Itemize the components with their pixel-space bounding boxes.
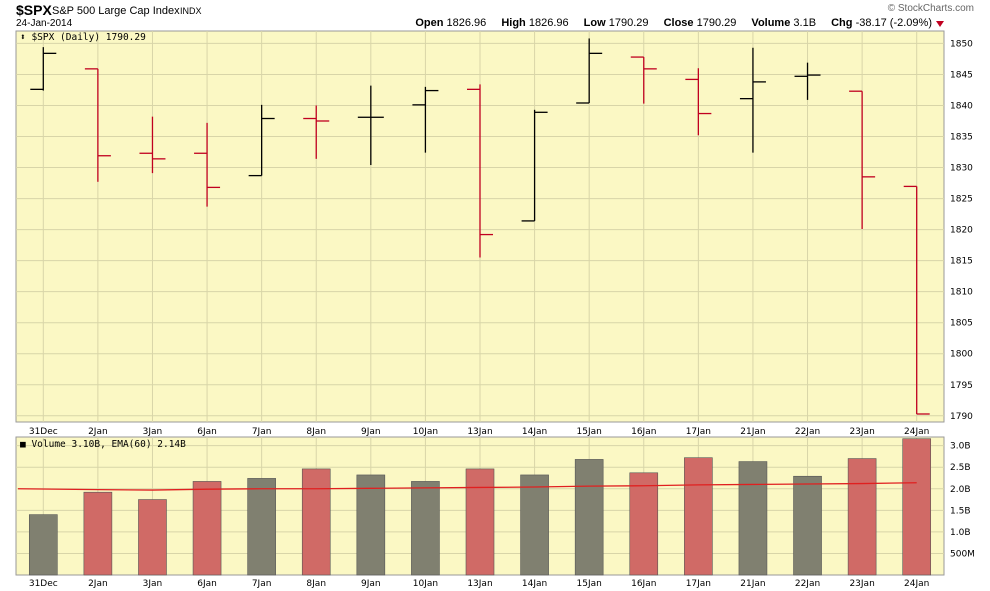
volume-value: 3.1B	[793, 17, 817, 29]
volume-tick-label: 2.5B	[950, 463, 971, 473]
quote-summary: Open 1826.96 High 1826.96 Low 1790.29 Cl…	[415, 17, 944, 29]
price-tick-label: 1805	[950, 319, 973, 329]
volume-bar	[793, 475, 822, 576]
volume-x-label: 8Jan	[306, 579, 326, 589]
volume-tick-label: 2.0B	[950, 485, 971, 495]
volume-bar	[738, 461, 768, 576]
price-x-label: 23Jan	[849, 427, 874, 437]
volume-tick-label: 1.5B	[950, 506, 971, 516]
close-label: Close	[663, 17, 694, 29]
price-tick-label: 1800	[950, 350, 973, 360]
low-label: Low	[583, 17, 606, 29]
price-x-label: 21Jan	[740, 427, 765, 437]
open-label: Open	[415, 17, 444, 29]
down-arrow-icon	[936, 21, 944, 27]
price-x-label: 13Jan	[467, 427, 492, 437]
volume-bar	[629, 472, 659, 576]
price-tick-label: 1830	[950, 164, 973, 174]
volume-bar	[574, 459, 604, 576]
volume-bar	[411, 481, 440, 576]
price-tick-label: 1795	[950, 381, 973, 391]
chart-date: 24-Jan-2014	[16, 18, 73, 29]
volume-bar	[247, 478, 276, 576]
price-tick-label: 1840	[950, 101, 973, 111]
volume-bar	[356, 474, 386, 576]
close-value: 1790.29	[696, 17, 737, 29]
price-tick-label: 1790	[950, 412, 973, 422]
price-x-label: 22Jan	[795, 427, 820, 437]
price-x-label: 2Jan	[88, 427, 108, 437]
open-value: 1826.96	[446, 17, 487, 29]
volume-x-label: 2Jan	[88, 579, 108, 589]
price-tick-label: 1810	[950, 288, 973, 298]
volume-x-label: 21Jan	[740, 579, 765, 589]
volume-bar	[83, 491, 113, 576]
price-x-label: 8Jan	[306, 427, 326, 437]
volume-bar	[520, 474, 549, 576]
price-x-label: 10Jan	[413, 427, 438, 437]
volume-tick-label: 500M	[950, 549, 975, 559]
volume-x-label: 10Jan	[413, 579, 438, 589]
price-tick-label: 1815	[950, 257, 973, 267]
exchange-label: INDX	[180, 6, 202, 16]
ema-line	[17, 482, 917, 491]
price-panel-title: ⬍ $SPX (Daily) 1790.29	[20, 32, 146, 43]
volume-x-label: 31Dec	[29, 579, 58, 589]
volume-x-label: 6Jan	[197, 579, 217, 589]
chart-header: $SPX S&P 500 Large Cap Index INDX 24-Jan…	[0, 0, 990, 30]
price-x-label: 31Dec	[29, 427, 58, 437]
price-x-label: 3Jan	[143, 427, 163, 437]
volume-panel-title: ■ Volume 3.10B, EMA(60) 2.14B	[20, 439, 186, 450]
volume-x-label: 16Jan	[631, 579, 656, 589]
volume-x-label: 22Jan	[795, 579, 820, 589]
volume-bar	[847, 458, 877, 576]
volume-bar	[138, 499, 167, 576]
price-tick-label: 1825	[950, 195, 973, 205]
price-tick-label: 1845	[950, 70, 973, 80]
price-x-label: 14Jan	[522, 427, 547, 437]
volume-tick-label: 1.0B	[950, 528, 971, 538]
price-x-label: 9Jan	[361, 427, 381, 437]
price-x-label: 7Jan	[252, 427, 272, 437]
volume-x-label: 9Jan	[361, 579, 381, 589]
volume-tick-label: 3.0B	[950, 442, 971, 452]
change-label: Chg	[831, 17, 853, 29]
price-x-label: 17Jan	[686, 427, 711, 437]
change-value: -38.17 (-2.09%)	[855, 17, 932, 29]
price-x-label: 16Jan	[631, 427, 656, 437]
volume-x-label: 7Jan	[252, 579, 272, 589]
price-tick-label: 1835	[950, 133, 973, 143]
security-name: S&P 500 Large Cap Index	[52, 5, 180, 17]
volume-x-label: 23Jan	[849, 579, 874, 589]
volume-bar	[192, 481, 222, 576]
price-tick-label: 1820	[950, 226, 973, 236]
price-x-label: 24Jan	[904, 427, 929, 437]
volume-x-label: 24Jan	[904, 579, 929, 589]
volume-x-label: 3Jan	[143, 579, 163, 589]
ticker-symbol: $SPX	[16, 2, 52, 18]
high-value: 1826.96	[528, 17, 569, 29]
volume-bar	[28, 514, 58, 576]
price-tick-label: 1850	[950, 39, 973, 49]
volume-label: Volume	[751, 17, 791, 29]
volume-x-label: 17Jan	[686, 579, 711, 589]
volume-bar	[684, 457, 713, 576]
volume-x-label: 14Jan	[522, 579, 547, 589]
volume-x-label: 15Jan	[577, 579, 602, 589]
volume-x-label: 13Jan	[467, 579, 492, 589]
volume-bar	[465, 468, 495, 576]
price-x-label: 6Jan	[197, 427, 217, 437]
high-label: High	[501, 17, 526, 29]
brand-watermark[interactable]: © StockCharts.com	[887, 3, 974, 14]
volume-bar	[902, 438, 932, 576]
volume-bar	[301, 468, 331, 576]
price-x-label: 15Jan	[577, 427, 602, 437]
low-value: 1790.29	[608, 17, 649, 29]
